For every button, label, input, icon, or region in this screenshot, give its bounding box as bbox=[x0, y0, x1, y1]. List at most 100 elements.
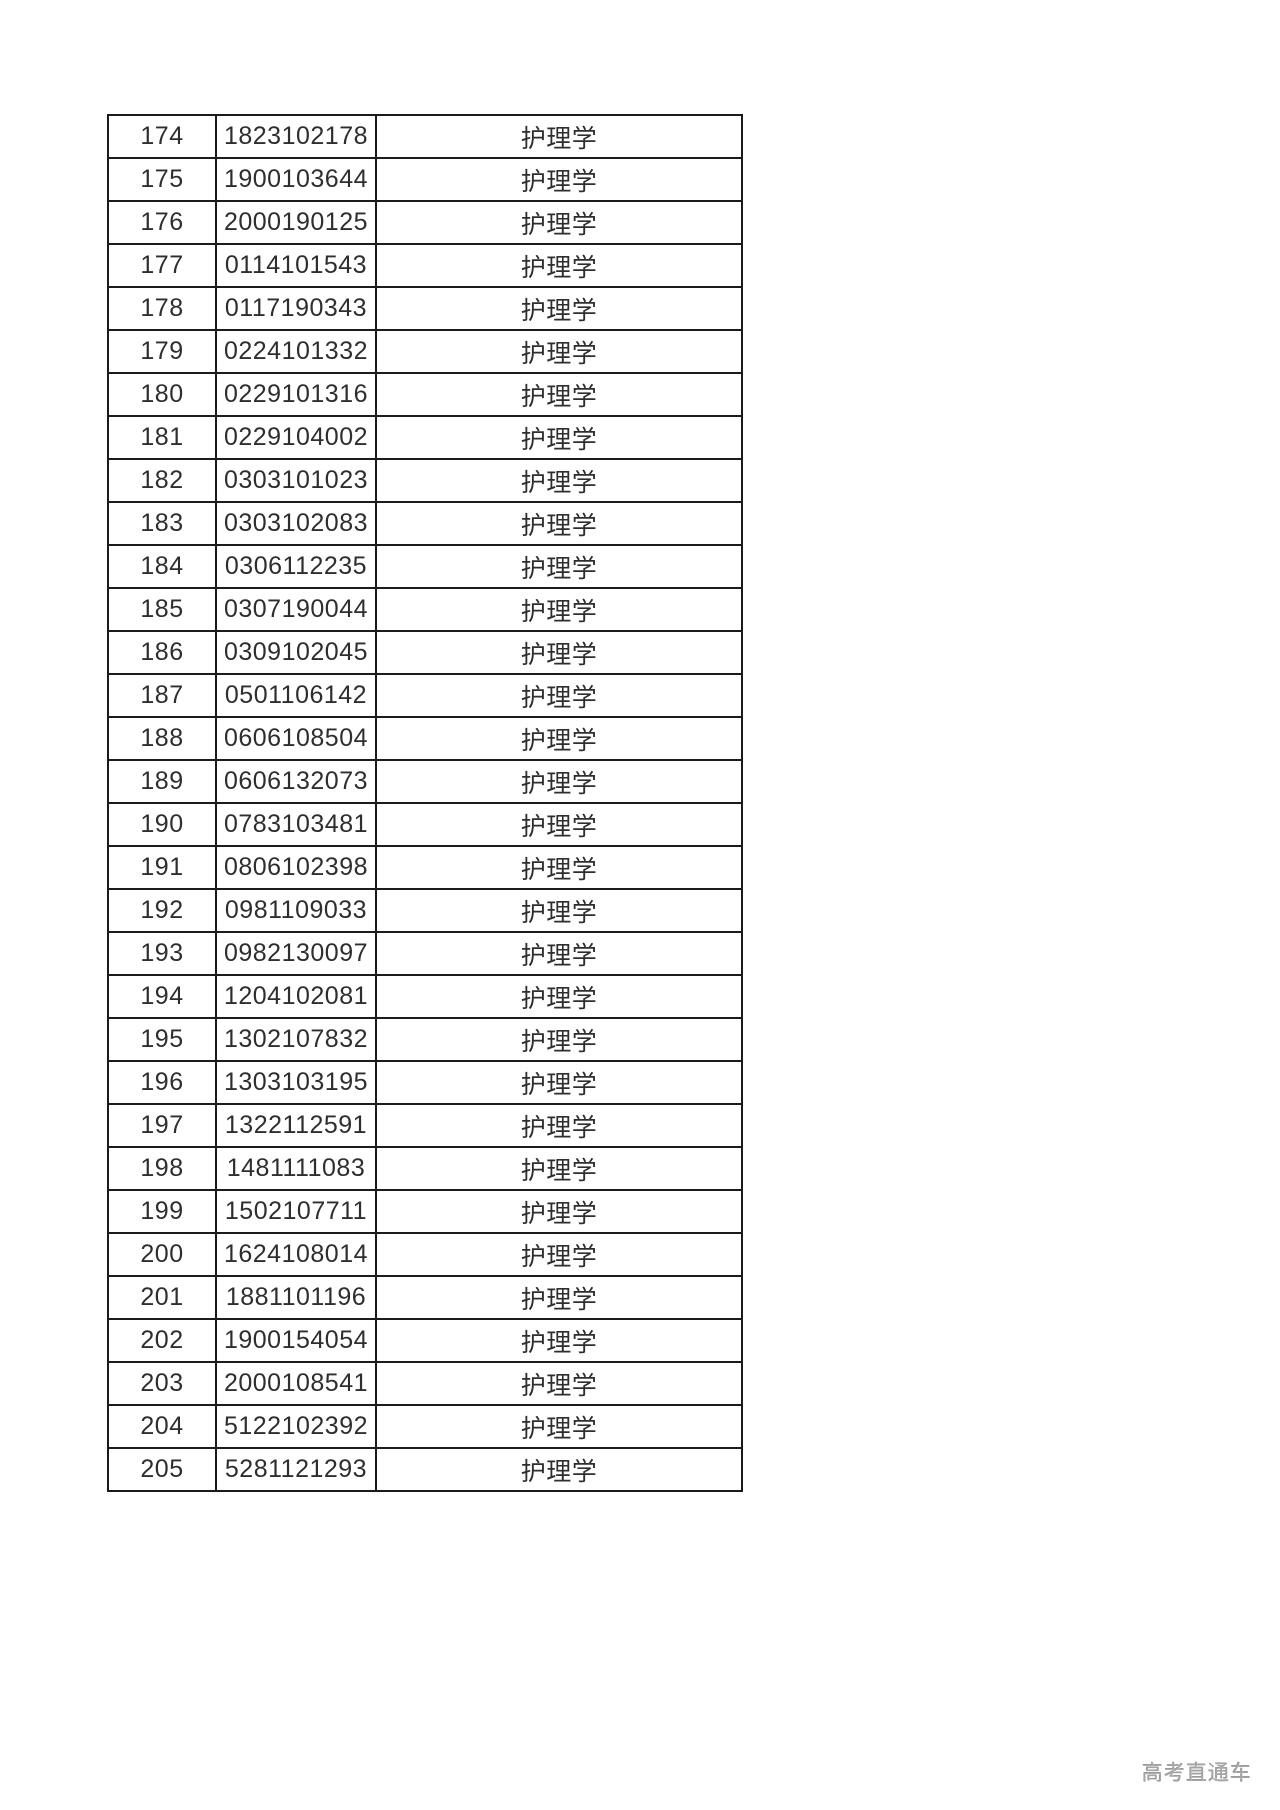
id-cell: 1302107832 bbox=[215, 1017, 377, 1062]
table-row: 180 0229101316 护理学 bbox=[107, 372, 743, 417]
seq-cell: 183 bbox=[107, 501, 217, 546]
id-cell: 0114101543 bbox=[215, 243, 377, 288]
id-cell: 0306112235 bbox=[215, 544, 377, 589]
seq-cell: 179 bbox=[107, 329, 217, 374]
table-row: 179 0224101332 护理学 bbox=[107, 329, 743, 374]
seq-cell: 187 bbox=[107, 673, 217, 718]
major-cell: 护理学 bbox=[375, 1361, 743, 1406]
table-row: 174 1823102178 护理学 bbox=[107, 114, 743, 159]
seq-cell: 189 bbox=[107, 759, 217, 804]
major-cell: 护理学 bbox=[375, 243, 743, 288]
major-cell: 护理学 bbox=[375, 587, 743, 632]
id-cell: 0307190044 bbox=[215, 587, 377, 632]
seq-cell: 174 bbox=[107, 114, 217, 159]
seq-cell: 204 bbox=[107, 1404, 217, 1449]
seq-cell: 198 bbox=[107, 1146, 217, 1191]
id-cell: 1204102081 bbox=[215, 974, 377, 1019]
table-row: 196 1303103195 护理学 bbox=[107, 1060, 743, 1105]
major-cell: 护理学 bbox=[375, 458, 743, 503]
table-row: 189 0606132073 护理学 bbox=[107, 759, 743, 804]
id-cell: 2000108541 bbox=[215, 1361, 377, 1406]
seq-cell: 186 bbox=[107, 630, 217, 675]
id-cell: 1823102178 bbox=[215, 114, 377, 159]
seq-cell: 176 bbox=[107, 200, 217, 245]
seq-cell: 188 bbox=[107, 716, 217, 761]
seq-cell: 191 bbox=[107, 845, 217, 890]
major-cell: 护理学 bbox=[375, 1447, 743, 1492]
seq-cell: 197 bbox=[107, 1103, 217, 1148]
major-cell: 护理学 bbox=[375, 1232, 743, 1277]
id-cell: 1881101196 bbox=[215, 1275, 377, 1320]
major-cell: 护理学 bbox=[375, 286, 743, 331]
table-row: 176 2000190125 护理学 bbox=[107, 200, 743, 245]
major-cell: 护理学 bbox=[375, 1017, 743, 1062]
table-row: 191 0806102398 护理学 bbox=[107, 845, 743, 890]
table-row: 175 1900103644 护理学 bbox=[107, 157, 743, 202]
table-row: 178 0117190343 护理学 bbox=[107, 286, 743, 331]
id-cell: 0309102045 bbox=[215, 630, 377, 675]
seq-cell: 195 bbox=[107, 1017, 217, 1062]
seq-cell: 190 bbox=[107, 802, 217, 847]
id-cell: 0806102398 bbox=[215, 845, 377, 890]
major-cell: 护理学 bbox=[375, 1060, 743, 1105]
seq-cell: 182 bbox=[107, 458, 217, 503]
id-cell: 0229104002 bbox=[215, 415, 377, 460]
table-row: 193 0982130097 护理学 bbox=[107, 931, 743, 976]
major-cell: 护理学 bbox=[375, 1103, 743, 1148]
major-cell: 护理学 bbox=[375, 501, 743, 546]
major-cell: 护理学 bbox=[375, 630, 743, 675]
table-row: 182 0303101023 护理学 bbox=[107, 458, 743, 503]
seq-cell: 193 bbox=[107, 931, 217, 976]
seq-cell: 185 bbox=[107, 587, 217, 632]
id-cell: 0117190343 bbox=[215, 286, 377, 331]
major-cell: 护理学 bbox=[375, 974, 743, 1019]
seq-cell: 199 bbox=[107, 1189, 217, 1234]
table-row: 195 1302107832 护理学 bbox=[107, 1017, 743, 1062]
table-row: 198 1481111083 护理学 bbox=[107, 1146, 743, 1191]
major-cell: 护理学 bbox=[375, 1318, 743, 1363]
id-cell: 0606132073 bbox=[215, 759, 377, 804]
seq-cell: 192 bbox=[107, 888, 217, 933]
major-cell: 护理学 bbox=[375, 931, 743, 976]
table-row: 194 1204102081 护理学 bbox=[107, 974, 743, 1019]
table-row: 203 2000108541 护理学 bbox=[107, 1361, 743, 1406]
id-cell: 0981109033 bbox=[215, 888, 377, 933]
seq-cell: 205 bbox=[107, 1447, 217, 1492]
id-cell: 0303101023 bbox=[215, 458, 377, 503]
seq-cell: 180 bbox=[107, 372, 217, 417]
seq-cell: 181 bbox=[107, 415, 217, 460]
table-body: 174 1823102178 护理学 175 1900103644 护理学 176 20001… bbox=[107, 114, 743, 1492]
id-cell: 1303103195 bbox=[215, 1060, 377, 1105]
id-cell: 1900103644 bbox=[215, 157, 377, 202]
table-row: 197 1322112591 护理学 bbox=[107, 1103, 743, 1148]
major-cell: 护理学 bbox=[375, 845, 743, 890]
table-row: 177 0114101543 护理学 bbox=[107, 243, 743, 288]
table-row: 200 1624108014 护理学 bbox=[107, 1232, 743, 1277]
table-row: 204 5122102392 护理学 bbox=[107, 1404, 743, 1449]
major-cell: 护理学 bbox=[375, 1189, 743, 1234]
id-cell: 0303102083 bbox=[215, 501, 377, 546]
id-cell: 0606108504 bbox=[215, 716, 377, 761]
major-cell: 护理学 bbox=[375, 673, 743, 718]
major-cell: 护理学 bbox=[375, 802, 743, 847]
table-row: 187 0501106142 护理学 bbox=[107, 673, 743, 718]
table-row: 201 1881101196 护理学 bbox=[107, 1275, 743, 1320]
id-cell: 1624108014 bbox=[215, 1232, 377, 1277]
table-row: 184 0306112235 护理学 bbox=[107, 544, 743, 589]
watermark: 高考直通车 bbox=[1142, 1762, 1252, 1785]
id-cell: 1481111083 bbox=[215, 1146, 377, 1191]
table-row: 190 0783103481 护理学 bbox=[107, 802, 743, 847]
major-cell: 护理学 bbox=[375, 1404, 743, 1449]
table-row: 199 1502107711 护理学 bbox=[107, 1189, 743, 1234]
table-row: 202 1900154054 护理学 bbox=[107, 1318, 743, 1363]
table-row: 186 0309102045 护理学 bbox=[107, 630, 743, 675]
table-row: 185 0307190044 护理学 bbox=[107, 587, 743, 632]
major-cell: 护理学 bbox=[375, 759, 743, 804]
seq-cell: 196 bbox=[107, 1060, 217, 1105]
id-cell: 0229101316 bbox=[215, 372, 377, 417]
id-cell: 1322112591 bbox=[215, 1103, 377, 1148]
id-cell: 0982130097 bbox=[215, 931, 377, 976]
seq-cell: 200 bbox=[107, 1232, 217, 1277]
id-cell: 5122102392 bbox=[215, 1404, 377, 1449]
major-cell: 护理学 bbox=[375, 1275, 743, 1320]
